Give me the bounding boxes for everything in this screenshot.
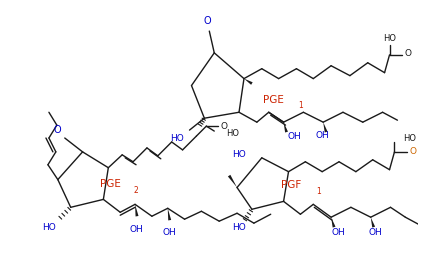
Text: PGE: PGE xyxy=(100,178,121,188)
Polygon shape xyxy=(228,175,237,187)
Polygon shape xyxy=(244,79,253,85)
Text: O: O xyxy=(53,125,61,135)
Text: 1: 1 xyxy=(298,101,303,110)
Polygon shape xyxy=(323,122,328,133)
Text: HO: HO xyxy=(403,133,416,143)
Text: HO: HO xyxy=(232,223,246,232)
Text: HO: HO xyxy=(232,150,246,159)
Text: PGE: PGE xyxy=(263,95,284,105)
Text: OH: OH xyxy=(288,131,301,141)
Text: 1: 1 xyxy=(316,187,321,196)
Text: HO: HO xyxy=(383,34,396,43)
Polygon shape xyxy=(168,208,171,220)
Text: O: O xyxy=(410,147,417,156)
Text: HO: HO xyxy=(170,133,184,143)
Text: O: O xyxy=(203,16,211,26)
Polygon shape xyxy=(371,217,375,227)
Text: OH: OH xyxy=(315,131,329,140)
Text: HO: HO xyxy=(42,223,56,232)
Polygon shape xyxy=(284,122,288,133)
Text: HO: HO xyxy=(226,128,239,138)
Text: OH: OH xyxy=(331,228,345,237)
Text: O: O xyxy=(221,122,228,131)
Text: OH: OH xyxy=(129,225,143,234)
Polygon shape xyxy=(135,204,139,217)
Text: OH: OH xyxy=(369,228,383,237)
Polygon shape xyxy=(331,217,336,227)
Text: O: O xyxy=(405,49,412,58)
Text: 2: 2 xyxy=(134,186,139,195)
Text: OH: OH xyxy=(163,228,176,237)
Text: PGF: PGF xyxy=(281,180,301,190)
